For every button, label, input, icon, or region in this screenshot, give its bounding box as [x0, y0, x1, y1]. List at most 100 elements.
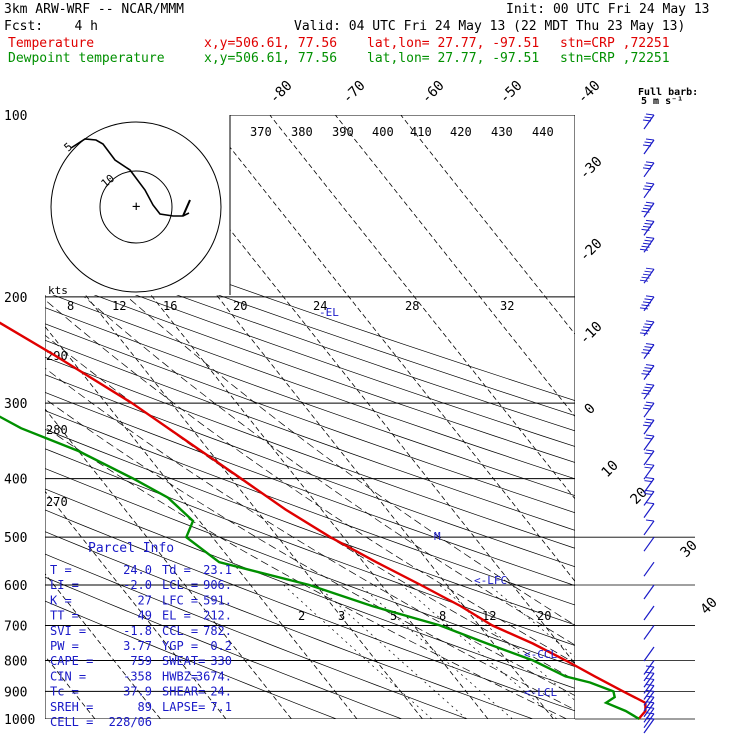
wind-barb — [639, 267, 655, 284]
hodograph-speed-label: 20 — [233, 299, 247, 313]
pressure-label-300: 300 — [4, 397, 27, 412]
parcel-key: TT = — [50, 609, 79, 623]
hodograph-speed-label: 12 — [112, 299, 126, 313]
theta-label-low: 270 — [46, 495, 68, 509]
isotherm-label: 40 — [698, 595, 721, 618]
dewpoint-latlon: lat,lon= 27.77, -97.51 — [367, 51, 540, 66]
wind-barb-flag — [642, 424, 652, 427]
theta-label-low: 280 — [46, 423, 68, 437]
moist-adiabat — [45, 367, 575, 697]
wind-barb-flag — [642, 301, 652, 304]
wind-barb-staff — [643, 696, 655, 712]
mixing-ratio-label: 5 — [390, 609, 397, 623]
parcel-value: -358 — [123, 669, 152, 683]
wind-barb-flag — [644, 239, 653, 242]
dewpoint-legend: Dewpoint temperature — [8, 51, 165, 66]
parcel-value: 330 — [210, 654, 232, 668]
isotherm-label: -80 — [267, 78, 296, 107]
valid-time: Valid: 04 UTC Fri 24 May 13 (22 MDT Thu … — [294, 19, 686, 34]
dry-adiabat — [45, 448, 575, 646]
wind-barb-staff — [643, 702, 655, 718]
isotherm-label: -30 — [577, 154, 606, 183]
wind-barb-flag — [644, 466, 653, 469]
dry-adiabat — [45, 392, 575, 586]
wind-barb-flag — [645, 401, 655, 404]
parcel-value: 24. — [210, 685, 232, 699]
wind-barb — [641, 364, 655, 380]
barb-legend-title: Full barb: — [638, 87, 698, 98]
wind-barb — [643, 519, 655, 536]
wind-barb-flag — [641, 392, 650, 395]
wind-barb-flag — [642, 407, 652, 410]
pressure-label-200: 200 — [4, 291, 27, 306]
isotherm-label: -70 — [340, 78, 369, 107]
wind-barb-staff — [643, 365, 655, 380]
wind-barb-flag — [645, 364, 655, 367]
wind-barb-flag — [641, 228, 650, 231]
parcel-value: 49 — [138, 609, 152, 623]
wind-barb-flag — [642, 273, 652, 276]
parcel-info-title: Parcel Info — [88, 541, 174, 556]
theta-label: 430 — [491, 125, 513, 139]
wind-barb-staff — [643, 402, 655, 418]
wind-barb-staff — [643, 561, 655, 577]
isotherm — [335, 115, 575, 418]
wind-barb — [643, 660, 655, 675]
hodograph-speed-label: 8 — [67, 299, 74, 313]
parcel-value: 906. — [203, 578, 232, 592]
wind-barb-flag — [645, 138, 655, 141]
parcel-key: Tc = — [50, 685, 79, 699]
wind-barb — [643, 646, 655, 662]
wind-barb — [643, 477, 655, 493]
wind-barb-staff — [643, 605, 655, 621]
hodograph-speed-label: 16 — [163, 299, 177, 313]
forecast-hour: Fcst: 4 h — [4, 19, 98, 34]
wind-barb-flag — [644, 185, 653, 188]
wind-barb — [643, 489, 655, 506]
isotherm — [204, 115, 575, 582]
dry-adiabat — [45, 275, 575, 463]
wind-barb — [639, 320, 655, 337]
wind-barb-flag — [645, 449, 655, 452]
dry-adiabat — [45, 374, 575, 568]
wind-barb-flag — [641, 276, 650, 279]
isotherm — [45, 408, 292, 719]
wind-barb-flag — [644, 298, 653, 301]
parcel-value: 591. — [203, 593, 232, 607]
theta-label: 440 — [532, 125, 554, 139]
wind-barb-flag — [641, 352, 650, 355]
isotherm — [45, 490, 227, 719]
parcel-key: LFC = — [162, 593, 198, 607]
wind-barb — [643, 536, 655, 552]
dewpoint-xy: x,y=506.61, 77.56 — [204, 51, 338, 66]
parcel-key: SREH = — [50, 700, 93, 714]
parcel-info-panel: Parcel Info T = 24.0 Td = 23.1 LI = -2.0 LCL =… — [50, 541, 232, 729]
wind-barb — [642, 138, 655, 155]
dry-adiabat — [45, 576, 403, 719]
wind-barb-staff — [643, 384, 655, 400]
theta-label: 420 — [450, 125, 472, 139]
isotherm — [45, 573, 161, 719]
init-time: Init: 00 UTC Fri 24 May 13 — [506, 2, 710, 17]
dry-adiabat — [45, 260, 575, 447]
theta-label: 400 — [372, 125, 394, 139]
wind-barb — [643, 502, 655, 518]
parcel-value: 24.0 — [123, 563, 152, 577]
parcel-key: EL = — [162, 609, 191, 623]
m-marker: M — [434, 530, 441, 543]
wind-barb-staff — [643, 679, 655, 694]
moist-adiabat — [45, 426, 567, 719]
dry-adiabat — [45, 307, 575, 496]
parcel-value: 3674. — [196, 669, 232, 683]
moist-adiabat — [126, 296, 575, 626]
wind-barb — [643, 434, 655, 451]
wind-barb-flag — [644, 404, 653, 407]
wind-barb-staff — [643, 584, 655, 600]
dry-adiabat — [45, 246, 575, 432]
mixing-ratio-label: 8 — [439, 609, 446, 623]
parcel-value: 89 — [138, 700, 152, 714]
wind-barb-flag — [641, 329, 650, 332]
wind-barb-flag — [642, 225, 652, 228]
wind-barb-flag — [644, 323, 653, 326]
wind-barb-flag — [641, 304, 650, 307]
